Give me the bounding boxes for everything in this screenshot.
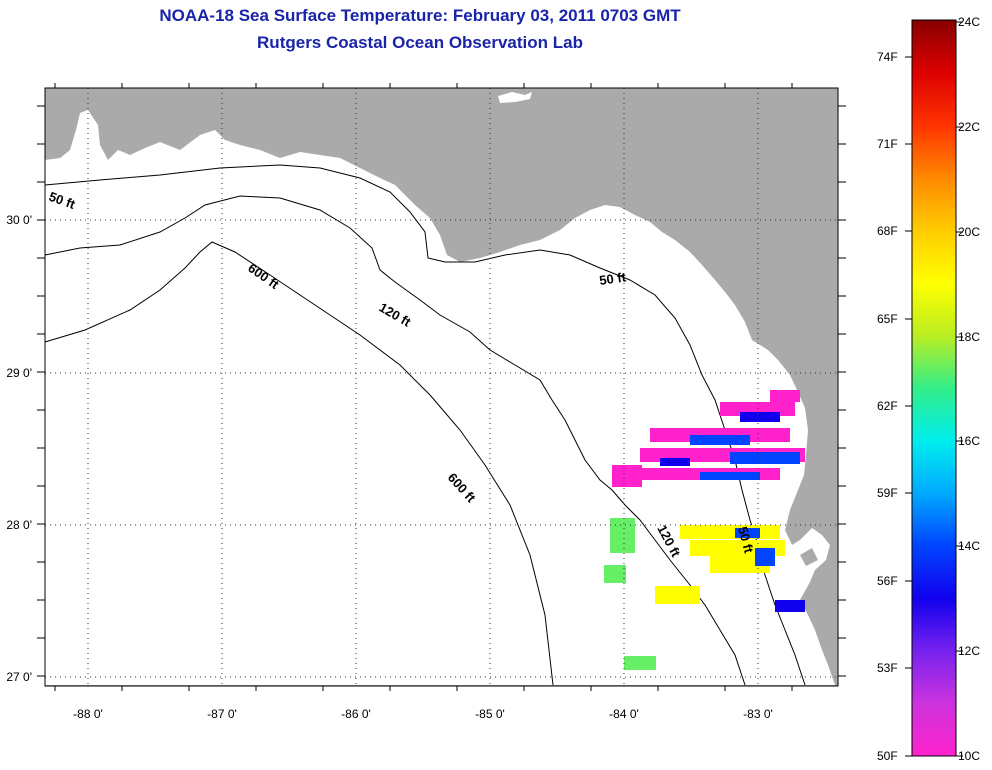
colorbar-c-label: 24C <box>958 15 980 29</box>
x-tick-label: -87 0' <box>207 707 237 721</box>
map-subtitle: Rutgers Coastal Ocean Observation Lab <box>257 33 583 52</box>
colorbar-f-label: 68F <box>877 224 898 238</box>
island <box>498 92 532 103</box>
isobath-50ft-west <box>44 164 446 263</box>
y-tick-label: 28 0' <box>6 518 32 532</box>
colorbar-c-label: 16C <box>958 434 980 448</box>
colorbar-scale <box>911 19 957 757</box>
island <box>800 548 818 566</box>
x-tick-label: -84 0' <box>609 707 639 721</box>
ocean-area <box>45 110 835 685</box>
colorbar-f-label: 65F <box>877 312 898 326</box>
colorbar-f-label: 71F <box>877 137 898 151</box>
y-tick-label: 27 0' <box>6 670 32 684</box>
x-tick-label: -83 0' <box>743 707 773 721</box>
colorbar-f-label: 59F <box>877 486 898 500</box>
grid <box>45 88 838 686</box>
colorbar-f-label: 53F <box>877 661 898 675</box>
colorbar-f-label: 62F <box>877 399 898 413</box>
sst-data <box>604 390 805 670</box>
y-tick-label: 29 0' <box>6 366 32 380</box>
colorbar-f-label: 74F <box>877 50 898 64</box>
isobath-120ft <box>44 195 613 491</box>
x-tick-label: -88 0' <box>73 707 103 721</box>
map-title: NOAA-18 Sea Surface Temperature: Februar… <box>159 6 681 25</box>
colorbar-ticks <box>905 21 963 757</box>
colorbar-c-label: 12C <box>958 644 980 658</box>
colorbar-c-label: 20C <box>958 225 980 239</box>
isobath-50ft-east <box>445 249 806 686</box>
colorbar-c-label: 18C <box>958 330 980 344</box>
y-tick-label: 30 0' <box>6 213 32 227</box>
isobath-120ft-south <box>611 489 746 686</box>
colorbar-c-label: 10C <box>958 749 980 763</box>
map-frame <box>44 87 839 687</box>
isobath-label: 50 ft <box>735 525 757 555</box>
isobath-label: 50 ft <box>598 269 627 288</box>
colorbar-c-label: 14C <box>958 539 980 553</box>
map-ticks <box>37 83 846 691</box>
colorbar-f-label: 56F <box>877 574 898 588</box>
colorbar-f-label: 50F <box>877 749 898 763</box>
x-tick-label: -85 0' <box>475 707 505 721</box>
isobath-600ft <box>44 241 554 686</box>
x-tick-label: -86 0' <box>341 707 371 721</box>
colorbar-c-label: 22C <box>958 120 980 134</box>
